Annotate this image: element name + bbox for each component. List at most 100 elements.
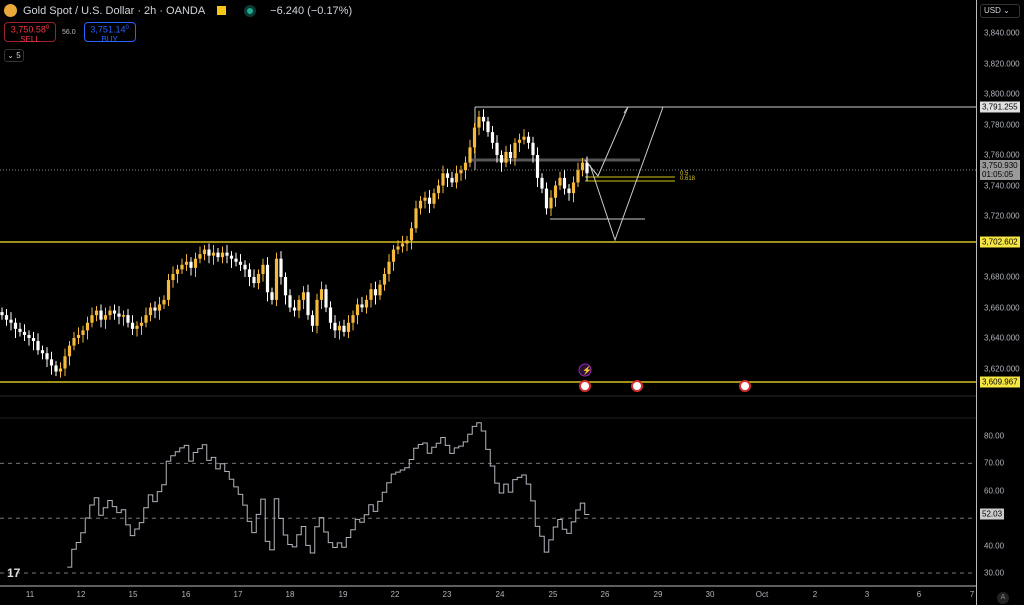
chart-canvas[interactable]: ⚡ — [0, 0, 976, 605]
candle-body — [409, 228, 414, 241]
price-tick: 3,620.000 — [984, 364, 1020, 373]
time-tick: 30 — [705, 590, 715, 599]
rsi-line — [67, 422, 590, 568]
candle-body — [342, 325, 346, 332]
candle-body — [247, 269, 252, 277]
price-tick: 3,680.000 — [984, 272, 1020, 282]
candle-body — [481, 116, 486, 122]
candle-body — [94, 310, 99, 316]
candle-body — [360, 304, 364, 308]
candle-body — [243, 264, 247, 270]
price-tick: 3,840.000 — [984, 28, 1020, 38]
current-price-tag: 3,750.930 01:05:05 — [980, 160, 1020, 180]
candle-body — [378, 284, 382, 296]
buy-button[interactable]: 3,751.140 BUY — [83, 22, 136, 44]
candle-body — [72, 338, 76, 346]
candle-body — [0, 312, 4, 316]
candle-body — [391, 249, 396, 262]
candle-body — [531, 142, 535, 155]
candle-body — [216, 252, 220, 258]
candle-body — [58, 368, 63, 372]
flag-icon[interactable] — [217, 6, 227, 15]
candle-body — [432, 193, 436, 204]
time-tick: 15 — [128, 590, 138, 599]
price-tick: 3,780.000 — [984, 120, 1020, 129]
candle-body — [292, 307, 297, 311]
candle-body — [328, 307, 333, 323]
candle-body — [9, 319, 13, 323]
candle-body — [18, 328, 22, 332]
spread: 56.0 — [62, 28, 76, 36]
candle-body — [238, 261, 243, 265]
candle-body — [346, 322, 351, 332]
candle-body — [544, 188, 549, 209]
candle-body — [427, 197, 432, 204]
candle-body — [459, 170, 463, 174]
candle-body — [274, 258, 279, 300]
candle-body — [121, 315, 126, 317]
candle-body — [513, 142, 517, 159]
candle-body — [211, 252, 216, 256]
time-tick: Oct — [755, 590, 769, 599]
candle-body — [234, 258, 238, 262]
candle-body — [229, 255, 234, 259]
time-tick: 11 — [25, 590, 35, 599]
buy-label: BUY — [101, 34, 118, 44]
lightning-event-icon — [578, 363, 592, 377]
candle-body — [175, 269, 180, 274]
price-axis[interactable] — [976, 0, 1024, 605]
candle-body — [265, 264, 270, 293]
us-flag-event-icon — [739, 380, 751, 392]
candle-body — [301, 292, 306, 300]
indicators-collapse-button[interactable]: ⌄ 5 — [4, 49, 24, 62]
time-tick: 12 — [76, 590, 86, 599]
candle-body — [517, 139, 522, 143]
candle-body — [63, 356, 67, 369]
candle-body — [562, 177, 567, 189]
countdown: 01:05:05 — [982, 170, 1014, 179]
candle-body — [202, 249, 207, 255]
candle-body — [22, 331, 27, 335]
auto-scale-button[interactable]: A — [997, 592, 1009, 604]
arrow-head — [622, 106, 629, 114]
candle-body — [382, 273, 387, 285]
rsi-tick: 40.00 — [984, 541, 1005, 551]
symbol-header: Gold Spot / U.S. Dollar · 2h · OANDA −6.… — [4, 4, 352, 17]
symbol-title[interactable]: Gold Spot / U.S. Dollar · 2h · OANDA — [23, 4, 206, 17]
candle-body — [144, 315, 148, 323]
candle-body — [423, 197, 427, 201]
candle-body — [40, 350, 45, 354]
candle-body — [553, 185, 558, 198]
candle-body — [193, 258, 198, 268]
sell-price: 3,750.58 — [10, 24, 46, 35]
candle-body — [373, 289, 378, 296]
candle-body — [580, 162, 585, 171]
price-change: −6.240 (−0.17%) — [270, 4, 353, 17]
candle-body — [283, 277, 288, 296]
candle-body — [306, 292, 310, 316]
rsi-tick: 80.00 — [984, 431, 1005, 441]
candle-body — [387, 261, 391, 274]
candle-body — [162, 299, 166, 305]
us-flag-event-icon — [579, 380, 591, 392]
currency-select[interactable]: USD ⌄ — [980, 4, 1020, 18]
candle-body — [436, 185, 441, 194]
candle-body — [81, 330, 85, 335]
us-flag-event-icon — [631, 380, 643, 392]
candle-body — [252, 277, 256, 284]
price-tick: 3,760.000 — [984, 150, 1020, 160]
candle-body — [279, 258, 283, 277]
candle-body — [103, 315, 108, 320]
candle-body — [454, 173, 459, 183]
candle-body — [310, 315, 315, 326]
candle-body — [535, 155, 540, 178]
time-tick: 29 — [653, 590, 663, 599]
time-tick: 3 — [864, 590, 870, 599]
candle-body — [112, 310, 117, 314]
candle-body — [567, 188, 571, 194]
tradingview-logo-icon[interactable]: 17 — [7, 566, 21, 580]
candle-body — [76, 334, 81, 338]
sell-button[interactable]: 3,750.580 SELL — [4, 22, 56, 44]
candle-body — [396, 246, 400, 250]
sell-label: SELL — [20, 34, 40, 44]
